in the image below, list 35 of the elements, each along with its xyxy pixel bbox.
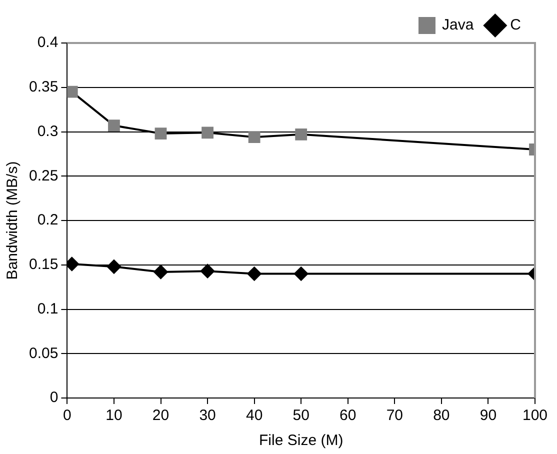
x-tick-label: 100 [522,407,548,424]
y-tick-label: 0.25 [28,167,58,184]
point [154,128,167,140]
legend-label: C [510,16,522,34]
x-axis-title: File Size (M) [259,432,344,450]
x-tick-label: 60 [340,407,356,424]
point [247,266,262,281]
y-tick-label: 0.05 [28,344,58,362]
x-tick-label: 70 [386,407,403,424]
x-tick-label: 0 [63,407,72,424]
y-tick-label: 0.15 [28,256,58,274]
point [200,264,215,278]
point [154,264,168,279]
x-tick-label: 50 [292,407,310,424]
point [295,128,308,140]
x-tick-label: 20 [152,407,170,424]
x-tick-label: 80 [433,407,450,424]
x-tick-label: 40 [246,407,263,424]
y-tick-label: 0.35 [28,78,58,96]
point [67,86,78,98]
x-tick-label: 90 [480,407,497,424]
y-tick-label: 0.3 [37,122,58,140]
x-tick-label: 10 [106,407,122,424]
y-tick-label: 0.2 [37,212,58,229]
y-tick-label: 0 [50,389,58,406]
point [294,266,308,281]
x-tick-label: 30 [199,407,216,424]
point [248,131,260,144]
y-tick-label: 0.1 [37,300,58,318]
y-tick-label: 0.4 [37,34,58,52]
point [106,260,121,274]
legend-label: Java [442,16,474,34]
point [202,126,214,139]
point [108,120,120,132]
y-axis-title: Bandwidth (MB/s) [4,161,22,280]
